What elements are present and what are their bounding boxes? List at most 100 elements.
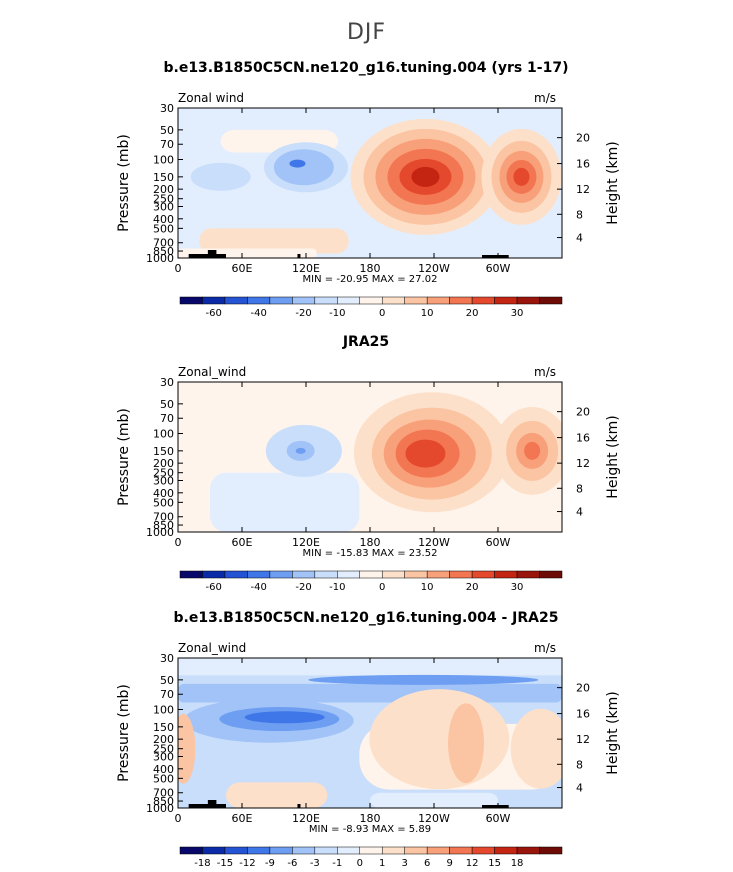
y2-tick-label: 20 — [576, 682, 590, 695]
y-tick-label: 1000 — [146, 252, 174, 265]
colorbar-label: -18 — [194, 858, 210, 869]
colorbar-swatch — [179, 570, 203, 579]
contour-negative-core — [244, 711, 325, 724]
y-tick-label: 200 — [153, 457, 174, 470]
colorbar-swatch — [292, 846, 316, 855]
colorbar-swatch — [426, 296, 450, 305]
y2-tick-label: 4 — [576, 506, 583, 519]
y-tick-label: 300 — [153, 200, 174, 213]
contour-field — [178, 658, 562, 808]
y-tick-label: 850 — [153, 519, 174, 532]
y-axis-label: Pressure (mb) — [116, 684, 132, 782]
colorbar-swatch — [179, 846, 203, 855]
colorbar-swatch — [337, 296, 361, 305]
y-tick-label: 700 — [153, 511, 174, 524]
colorbar-label: 20 — [466, 582, 479, 593]
units-label: m/s — [534, 91, 556, 105]
colorbar-label: 10 — [421, 582, 434, 593]
colorbar-swatch — [292, 296, 316, 305]
colorbar-label: -3 — [310, 858, 320, 869]
chart-panel-1: 3050701001502002503004005007008501000481… — [116, 60, 621, 319]
colorbar-swatch — [539, 296, 563, 305]
topography-mark — [207, 250, 217, 258]
y2-axis-label: Height (km) — [605, 691, 621, 774]
colorbar-swatch — [337, 846, 361, 855]
colorbar-label: -9 — [265, 858, 275, 869]
y-axis-label: Pressure (mb) — [116, 408, 132, 506]
colorbar-label: -20 — [295, 308, 311, 319]
x-tick-label: 120E — [292, 536, 320, 549]
x-tick-label: 120W — [418, 262, 450, 275]
x-tick-label: 120W — [418, 812, 450, 825]
contour-positive-b — [448, 703, 484, 784]
colorbar-label: 20 — [466, 308, 479, 319]
x-tick-label: 0 — [175, 812, 182, 825]
contour-negative-core — [295, 447, 306, 454]
chart-panel-2: 3050701001502002503004005007008501000481… — [116, 334, 621, 593]
y-tick-label: 500 — [153, 772, 174, 785]
colorbar-swatch — [449, 296, 473, 305]
contour-positive-a — [369, 689, 510, 790]
contour-upper-light — [178, 658, 562, 676]
colorbar-swatch — [202, 846, 226, 855]
topography-mark — [482, 255, 509, 258]
contour-jet1-core — [405, 439, 446, 468]
colorbar-label: -10 — [329, 582, 345, 593]
y2-tick-label: 12 — [576, 457, 590, 470]
topography-mark — [482, 805, 509, 808]
variable-label: Zonal_wind — [178, 365, 246, 379]
colorbar-label: -12 — [239, 858, 255, 869]
colorbar-swatch — [247, 296, 271, 305]
y-tick-label: 250 — [153, 467, 174, 480]
colorbar-label: 30 — [511, 308, 524, 319]
variable-label: Zonal_wind — [178, 641, 246, 655]
x-tick-label: 0 — [175, 536, 182, 549]
y2-axis-label: Height (km) — [605, 415, 621, 498]
colorbar-label: 0 — [379, 582, 385, 593]
x-tick-label: 0 — [175, 262, 182, 275]
min-max-label: MIN = -8.93 MAX = 5.89 — [309, 824, 431, 835]
colorbar-swatch — [292, 570, 316, 579]
colorbar-swatch — [247, 846, 271, 855]
x-tick-label: 60W — [486, 812, 511, 825]
y2-tick-label: 20 — [576, 406, 590, 419]
colorbar-label: 9 — [446, 858, 452, 869]
y-tick-label: 250 — [153, 193, 174, 206]
colorbar-swatch — [314, 296, 338, 305]
colorbar-swatch — [516, 570, 540, 579]
x-tick-label: 180 — [360, 812, 381, 825]
y-tick-label: 30 — [160, 652, 174, 665]
colorbar-label: 12 — [466, 858, 479, 869]
colorbar-swatch — [471, 846, 495, 855]
y-tick-label: 700 — [153, 787, 174, 800]
topography-mark — [207, 800, 217, 808]
colorbar-swatch — [449, 846, 473, 855]
colorbar-label: -60 — [206, 308, 222, 319]
colorbar-swatch — [381, 846, 405, 855]
y-tick-label: 500 — [153, 222, 174, 235]
x-tick-label: 60E — [232, 812, 253, 825]
colorbar-swatch — [494, 846, 518, 855]
y-tick-label: 100 — [153, 704, 174, 717]
colorbar-swatch — [471, 296, 495, 305]
chart-panel-3: 3050701001502002503004005007008501000481… — [116, 610, 621, 869]
colorbar-swatch — [426, 846, 450, 855]
min-max-label: MIN = -15.83 MAX = 23.52 — [303, 548, 438, 559]
colorbar-label: 3 — [402, 858, 408, 869]
y-tick-label: 70 — [160, 138, 174, 151]
colorbar-swatch — [224, 570, 248, 579]
y-tick-label: 1000 — [146, 802, 174, 815]
colorbar-swatch — [404, 846, 428, 855]
y-tick-label: 50 — [160, 398, 174, 411]
colorbar-swatch — [269, 296, 293, 305]
min-max-label: MIN = -20.95 MAX = 27.02 — [303, 274, 438, 285]
x-tick-label: 60E — [232, 536, 253, 549]
y-tick-label: 400 — [153, 763, 174, 776]
contour-negative-streak — [308, 674, 539, 685]
topography-mark — [188, 804, 226, 808]
contour-field — [178, 108, 562, 258]
colorbar-label: -1 — [332, 858, 342, 869]
y-tick-label: 850 — [153, 245, 174, 258]
colorbar-swatch — [404, 296, 428, 305]
panel-title: b.e13.B1850C5CN.ne120_g16.tuning.004 - J… — [174, 610, 559, 626]
